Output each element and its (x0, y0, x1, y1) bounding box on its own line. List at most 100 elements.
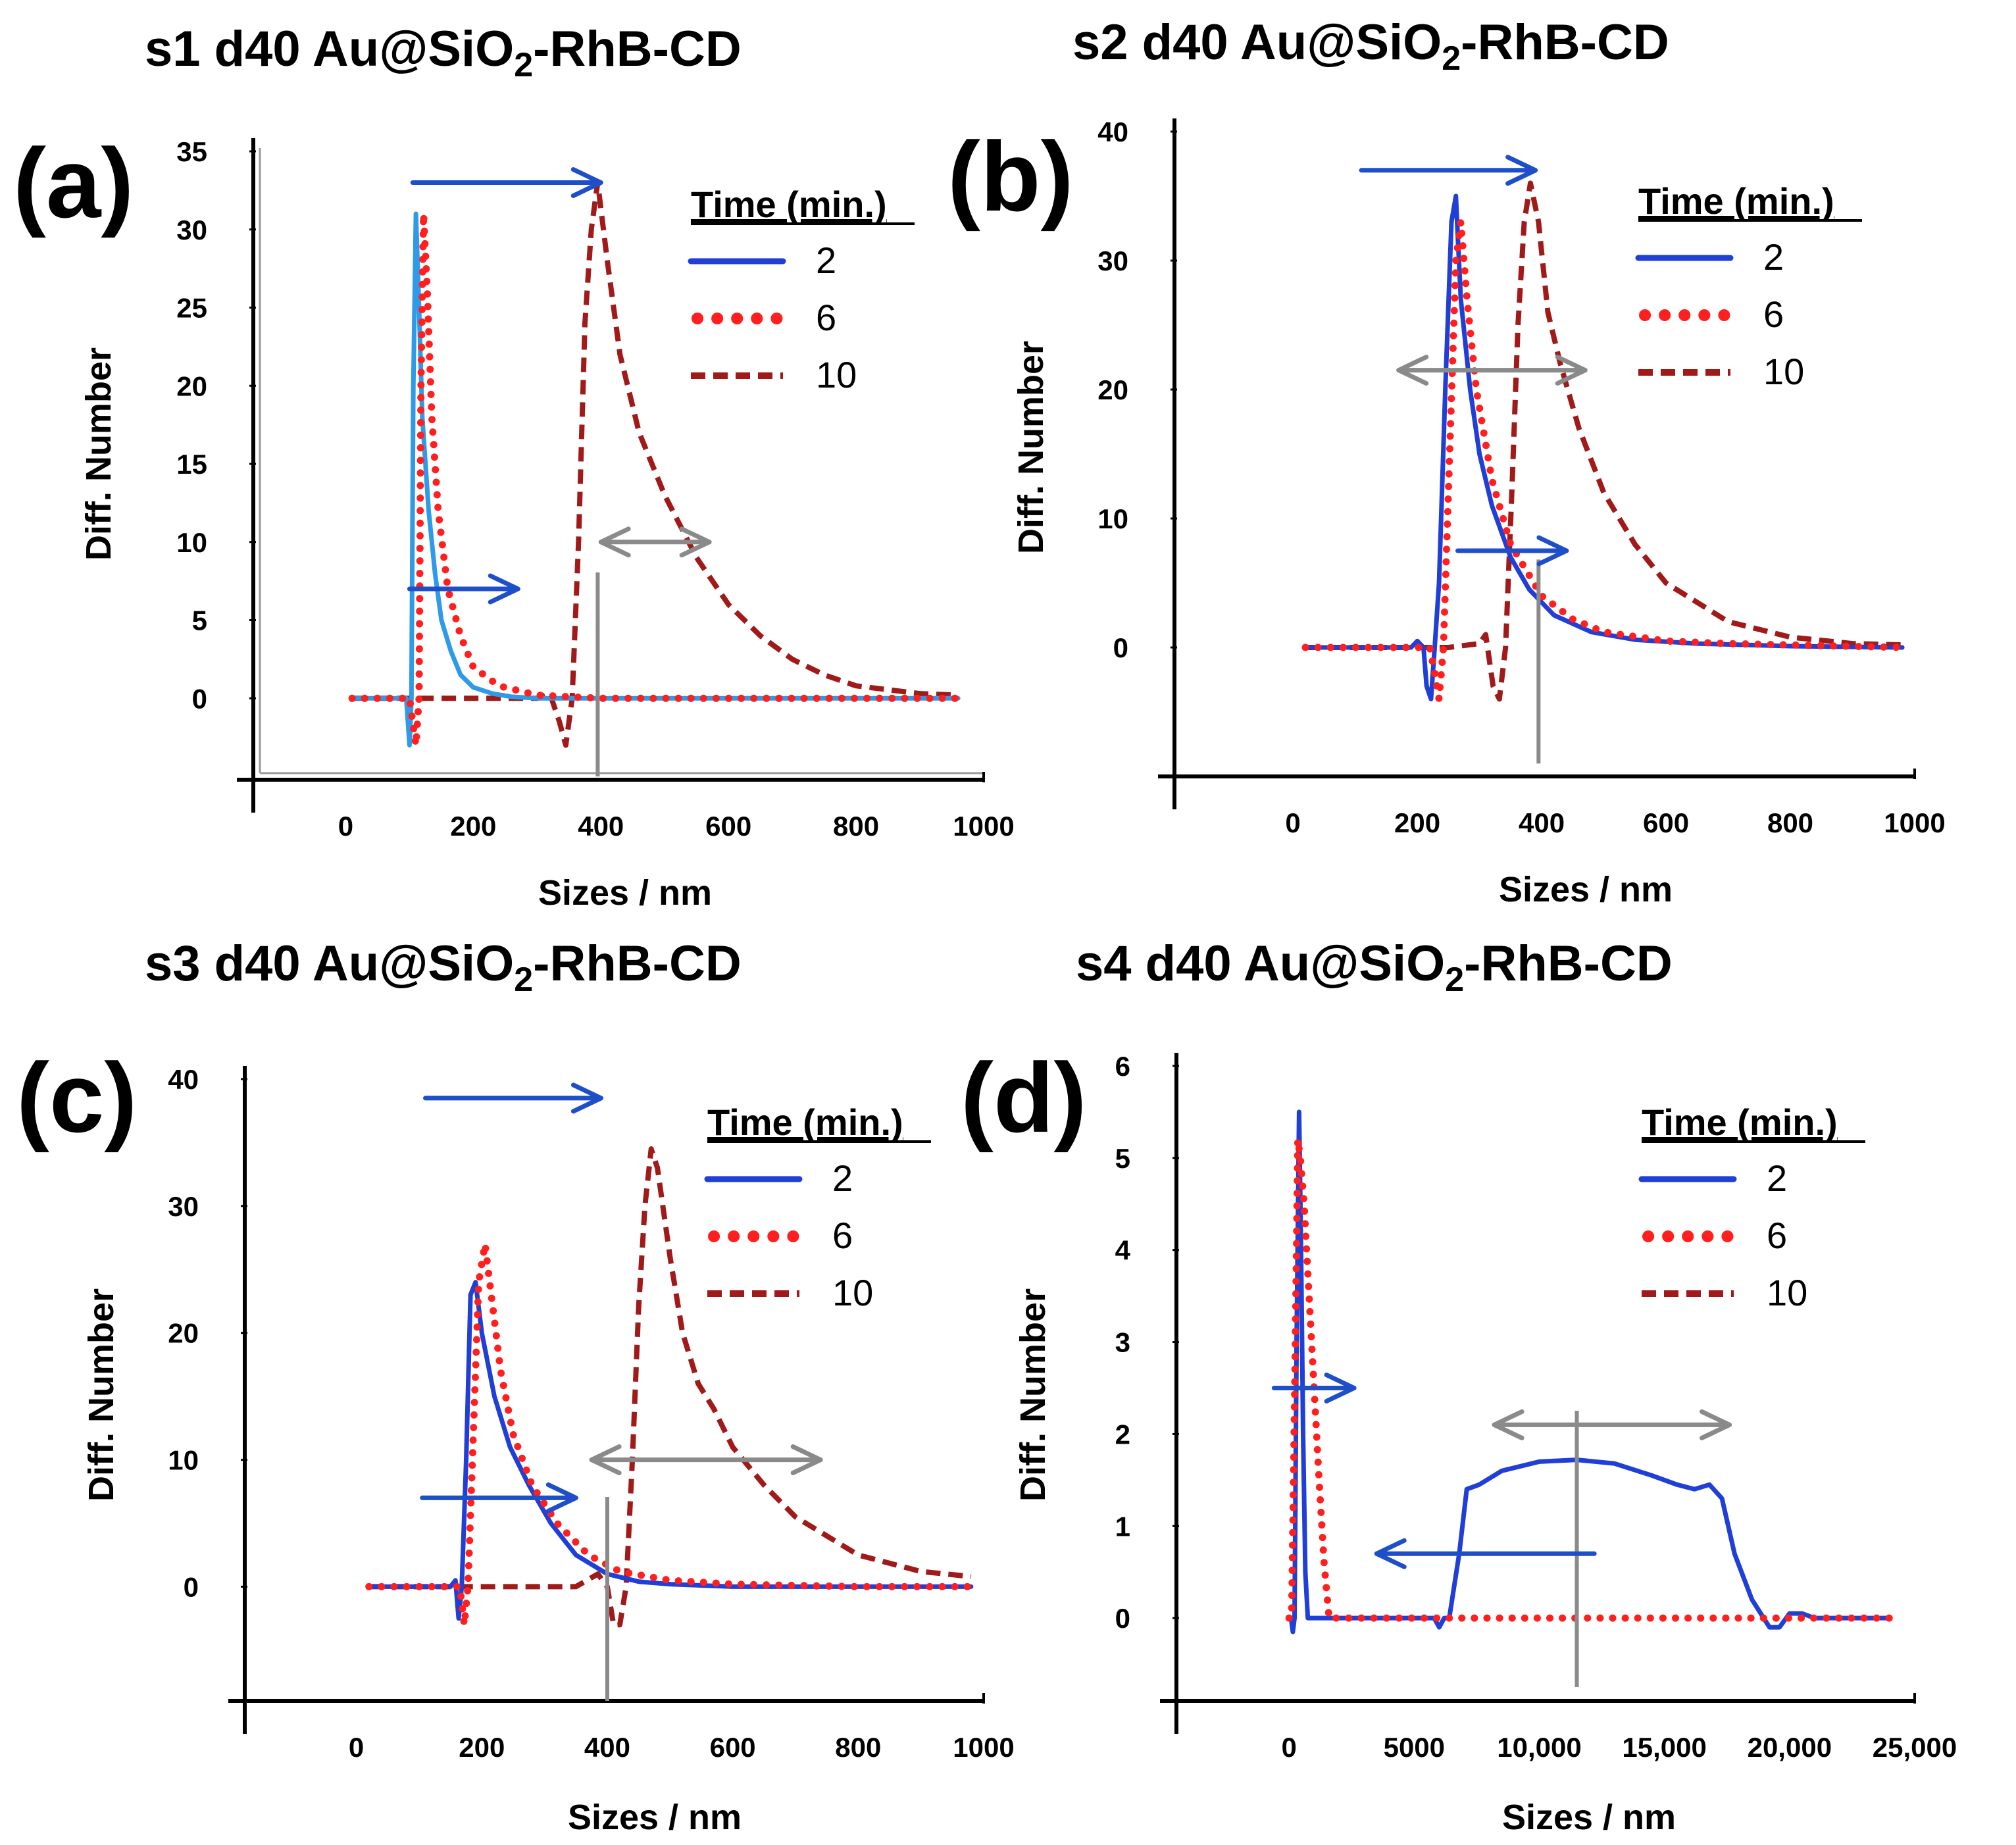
y-axis-label: Diff. Number (1013, 1288, 1053, 1502)
blue-arrow (1271, 1372, 1357, 1403)
legend-label-6: 6 (832, 1215, 853, 1256)
x-tick-label: 15,000 (1622, 1732, 1706, 1763)
legend-label-10: 10 (1767, 1272, 1807, 1313)
x-axis-label: Sizes / nm (538, 873, 712, 913)
legend: Time (min.) 2 6 10 (688, 184, 915, 395)
y-tick-label: 10 (1097, 503, 1128, 534)
x-tick-label: 600 (1643, 807, 1689, 838)
y-axis-label: Diff. Number (79, 347, 118, 561)
title-main: s4 d40 Au@SiO (1076, 936, 1445, 992)
y-tick-label: 20 (176, 370, 207, 401)
y-axis-label: Diff. Number (82, 1288, 121, 1502)
y-tick-label: 35 (176, 136, 207, 167)
x-tick-label: 5000 (1384, 1732, 1445, 1763)
legend-label-6: 6 (1767, 1215, 1787, 1256)
series-line-10min (352, 180, 959, 748)
x-tick-label: 200 (450, 811, 496, 842)
legend-label-10: 10 (1763, 351, 1804, 392)
y-tick-label: 20 (168, 1318, 199, 1349)
blue-arrow (410, 167, 603, 198)
legend-title: Time (min.) (1638, 180, 1834, 222)
x-tick-label: 400 (1519, 807, 1565, 838)
series-line-2min (366, 1280, 974, 1621)
x-tick-label: 400 (578, 811, 624, 842)
y-tick-label: 30 (176, 215, 207, 245)
legend-label-6: 6 (1763, 293, 1784, 335)
title-suffix: -RhB-CD (1464, 936, 1673, 992)
title-suffix: -RhB-CD (1461, 14, 1669, 70)
y-tick-label: 1 (1115, 1511, 1130, 1542)
legend: Time (min.) 2 6 10 (704, 1101, 931, 1313)
series-line-2min (1286, 1109, 1892, 1634)
legend-label-10: 10 (816, 354, 857, 395)
x-axis-label: Sizes / nm (1499, 870, 1673, 909)
gray-double-arrow (1396, 355, 1588, 386)
legend-title: Time (min.) (707, 1101, 903, 1143)
x-tick-label: 600 (705, 811, 751, 842)
y-tick-label: 30 (168, 1191, 199, 1222)
x-tick-label: 10,000 (1497, 1732, 1581, 1763)
y-tick-label: 6 (1115, 1051, 1130, 1082)
legend-title: Time (min.) (1642, 1101, 1838, 1143)
title-main: s2 d40 Au@SiO (1072, 14, 1442, 70)
title-suffix: -RhB-CD (533, 936, 742, 992)
y-tick-label: 5 (192, 605, 207, 636)
x-tick-label: 20,000 (1748, 1732, 1832, 1763)
y-tick-label: 40 (1097, 116, 1128, 147)
legend: Time (min.) 2 6 10 (1638, 1101, 1865, 1313)
x-tick-label: 1000 (953, 811, 1014, 842)
legend: Time (min.) 2 6 10 (1635, 180, 1862, 392)
panel-title: s1 d40 Au@SiO2-RhB-CD (145, 21, 742, 84)
title-main: s1 d40 Au@SiO (145, 21, 514, 77)
y-tick-label: 25 (176, 293, 207, 324)
x-tick-label: 800 (833, 811, 879, 842)
series-line-6min (365, 1240, 975, 1629)
panel-letter: (c) (16, 1042, 137, 1153)
blue-arrow (420, 1482, 578, 1513)
gray-double-arrow (598, 526, 712, 558)
x-tick-label: 600 (710, 1732, 756, 1763)
y-tick-label: 0 (1113, 632, 1128, 663)
x-axis-label: Sizes / nm (568, 1798, 742, 1837)
x-axis-label: Sizes / nm (1502, 1798, 1676, 1837)
series-line-10min (368, 1146, 972, 1628)
x-tick-label: 200 (1394, 807, 1440, 838)
x-tick-label: 0 (349, 1732, 364, 1763)
y-axis-label: Diff. Number (1011, 341, 1051, 554)
series-line-10min (1305, 180, 1903, 702)
y-tick-label: 20 (1097, 374, 1128, 405)
blue-arrow (422, 1082, 603, 1114)
title-suffix: -RhB-CD (533, 21, 742, 77)
y-tick-label: 3 (1115, 1327, 1130, 1358)
blue-arrow (1455, 535, 1569, 567)
gray-double-arrow (589, 1444, 823, 1476)
y-tick-label: 40 (168, 1064, 199, 1095)
title-subscript: 2 (514, 46, 533, 84)
legend-title: Time (min.) (691, 184, 887, 225)
y-tick-label: 30 (1097, 245, 1128, 276)
panel-letter: (a) (13, 128, 134, 238)
y-tick-label: 5 (1115, 1143, 1130, 1174)
blue-arrow (407, 573, 520, 605)
y-tick-label: 0 (1115, 1603, 1130, 1634)
series-line-6min (1285, 1136, 1894, 1622)
title-main: s3 d40 Au@SiO (145, 936, 514, 992)
x-tick-label: 800 (1767, 807, 1813, 838)
y-tick-label: 2 (1115, 1419, 1130, 1450)
y-tick-label: 0 (192, 683, 207, 714)
x-tick-label: 0 (1281, 1732, 1296, 1763)
x-tick-label: 200 (459, 1732, 505, 1763)
x-tick-label: 1000 (953, 1732, 1014, 1763)
y-tick-label: 10 (168, 1445, 199, 1476)
title-subscript: 2 (1445, 961, 1464, 999)
legend-label-10: 10 (832, 1272, 873, 1313)
y-tick-label: 4 (1115, 1235, 1131, 1266)
x-tick-label: 400 (584, 1732, 630, 1763)
x-tick-label: 25,000 (1873, 1732, 1957, 1763)
panel-title: s2 d40 Au@SiO2-RhB-CD (1072, 14, 1669, 78)
blue-arrow (1359, 155, 1538, 186)
